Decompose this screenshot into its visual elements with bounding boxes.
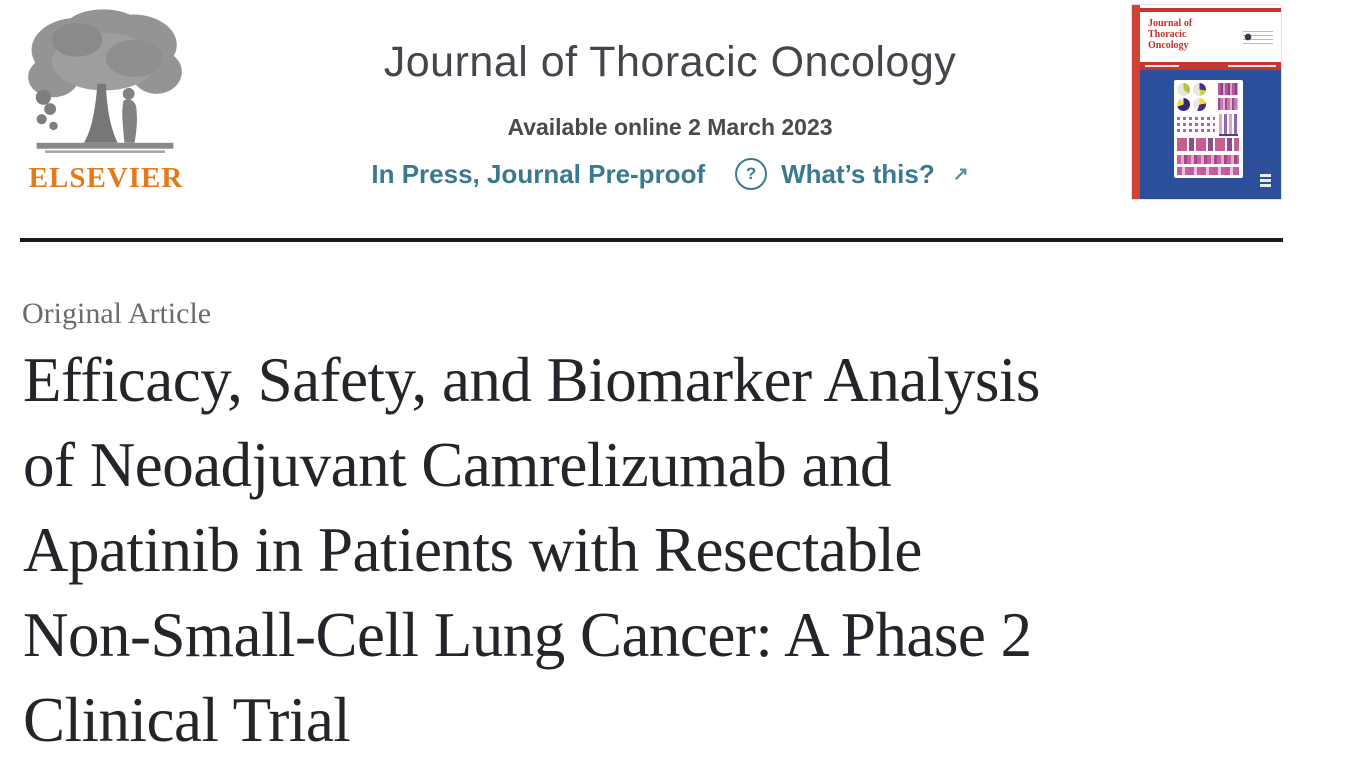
in-press-row: In Press, Journal Pre-proof ? What’s thi… <box>300 158 1040 190</box>
cover-figure-decoration <box>1177 117 1215 120</box>
elsevier-tree-icon <box>28 9 182 153</box>
cover-band-decoration <box>1145 65 1179 67</box>
cover-micrograph-decoration <box>1218 83 1238 95</box>
elsevier-wordmark: ELSEVIER <box>28 162 184 194</box>
in-press-label: In Press, Journal Pre-proof <box>371 158 706 189</box>
cover-micrograph-decoration <box>1218 98 1238 110</box>
elsevier-logo[interactable]: ELSEVIER <box>16 6 196 195</box>
cover-red-band-decoration <box>1140 62 1281 70</box>
journal-cover-thumbnail[interactable]: Journal of Thoracic Oncology <box>1132 5 1281 199</box>
cover-title-line: Journal of <box>1148 18 1193 29</box>
cover-figure-panel <box>1174 80 1243 178</box>
article-title: Efficacy, Safety, and Biomarker Analysis… <box>23 338 1333 760</box>
cover-publisher-mark <box>1260 174 1271 187</box>
article-title-line: Clinical Trial <box>23 685 351 755</box>
cover-pie-chart-decoration <box>1193 98 1206 111</box>
cover-title-line: Thoracic <box>1148 29 1187 40</box>
cover-pie-chart-decoration <box>1177 98 1190 111</box>
cover-heatmap-decoration <box>1177 167 1239 175</box>
cover-band-decoration <box>1228 65 1276 67</box>
article-title-line: of Neoadjuvant Camrelizumab and <box>23 430 891 500</box>
whats-this-link[interactable]: What’s this? <box>781 158 935 189</box>
article-category-label: Original Article <box>22 297 212 330</box>
cover-society-emblem <box>1243 30 1273 44</box>
cover-body <box>1140 70 1281 199</box>
cover-figure-decoration <box>1177 123 1215 126</box>
cover-heatmap-decoration <box>1177 155 1239 164</box>
external-link-arrow-icon[interactable]: ↗ <box>952 163 969 185</box>
article-title-line: Apatinib in Patients with Resectable <box>23 515 922 585</box>
cover-heatmap-decoration <box>1177 138 1239 151</box>
cover-pie-chart-decoration <box>1193 83 1206 96</box>
cover-figure-decoration <box>1177 129 1215 132</box>
cover-journal-title: Journal of Thoracic Oncology <box>1148 18 1192 51</box>
question-mark-circle-icon[interactable]: ? <box>735 158 768 190</box>
cover-title-line: Oncology <box>1148 40 1189 51</box>
journal-title-link[interactable]: Journal of Thoracic Oncology <box>383 38 957 86</box>
article-title-line: Efficacy, Safety, and Biomarker Analysis <box>23 345 1040 415</box>
cover-masthead: Journal of Thoracic Oncology <box>1140 12 1281 62</box>
header-divider-rule <box>20 238 1283 242</box>
cover-top-bar-decoration <box>1140 8 1281 12</box>
cover-bar-chart-decoration <box>1219 114 1238 136</box>
available-online-date: Available online 2 March 2023 <box>507 114 833 140</box>
cover-pie-chart-decoration <box>1177 83 1190 96</box>
article-title-line: Non-Small-Cell Lung Cancer: A Phase 2 <box>23 600 1032 670</box>
cover-spine-decoration <box>1132 5 1140 199</box>
